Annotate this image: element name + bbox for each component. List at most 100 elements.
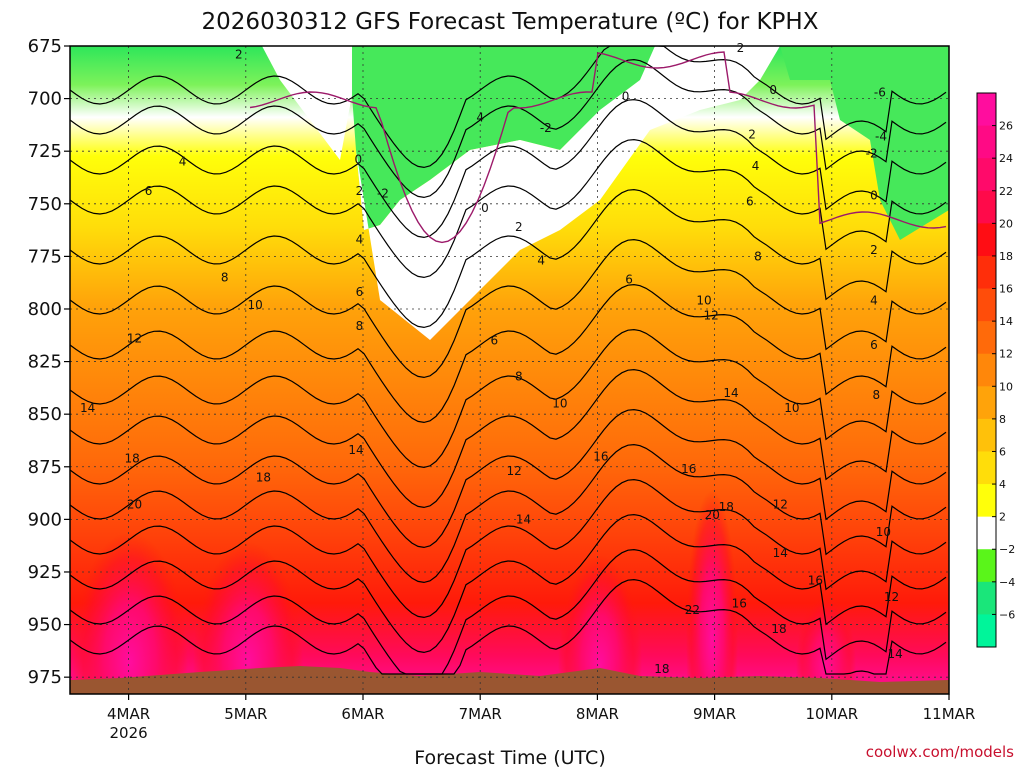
colorbar-label: 26 bbox=[999, 120, 1013, 133]
contour-label: -2 bbox=[540, 121, 552, 135]
contour-label: 12 bbox=[127, 331, 142, 345]
contour-label: 10 bbox=[248, 298, 263, 312]
contour-label: 16 bbox=[732, 597, 747, 611]
freezing-band-white bbox=[262, 46, 352, 160]
contour-label: 18 bbox=[654, 662, 669, 676]
contour-label: 2 bbox=[737, 41, 745, 55]
colorbar-label: 4 bbox=[999, 478, 1006, 491]
hotspot-day5 bbox=[558, 555, 642, 694]
contour-label: 2 bbox=[748, 127, 756, 141]
y-tick-label: 825 bbox=[28, 352, 62, 373]
contour-label: 14 bbox=[723, 386, 738, 400]
colorbar-label: −4 bbox=[999, 576, 1015, 589]
colorbar-label: 16 bbox=[999, 283, 1013, 296]
contour-line bbox=[70, 443, 947, 584]
plot-frame bbox=[69, 45, 950, 695]
colorbar-swatch bbox=[977, 125, 996, 159]
contour-label: 12 bbox=[507, 464, 522, 478]
contour-label: 18 bbox=[719, 500, 734, 514]
contour-label: 2 bbox=[515, 220, 523, 234]
x-tick-label: 4MAR bbox=[107, 705, 150, 723]
y-axis: 675 700 725 750 775 800 825 850 875 900 925 950 975 bbox=[28, 36, 70, 688]
contour-label: -4 bbox=[875, 129, 887, 143]
y-tick-label: 800 bbox=[28, 299, 62, 320]
credit-text: coolwx.com/models bbox=[866, 743, 1014, 761]
contour-label: 6 bbox=[625, 273, 633, 287]
x-tick-label: 7MAR bbox=[459, 705, 502, 723]
terrain bbox=[70, 666, 949, 694]
y-tick-label: 700 bbox=[28, 89, 62, 110]
x-tick-label: 8MAR bbox=[576, 705, 619, 723]
contour-line bbox=[70, 478, 947, 619]
contour-label: 2 bbox=[870, 243, 878, 257]
contour-line bbox=[70, 283, 947, 424]
colorbar-label: 24 bbox=[999, 152, 1013, 165]
contour-label: -2 bbox=[377, 186, 389, 200]
contour-line bbox=[70, 46, 947, 169]
x-tick-label: 11MAR bbox=[923, 705, 976, 723]
contour-label: 2 bbox=[235, 47, 243, 61]
y-tick-label: 925 bbox=[28, 562, 62, 583]
contour-line bbox=[70, 138, 947, 279]
colorbar-label: 18 bbox=[999, 250, 1013, 263]
contour-label: 0 bbox=[622, 89, 630, 103]
y-tick-label: 950 bbox=[28, 615, 62, 636]
contour-line bbox=[70, 548, 947, 675]
contour-label: 8 bbox=[515, 369, 523, 383]
x-tick-label: 9MAR bbox=[693, 705, 736, 723]
contour-label: 4 bbox=[179, 155, 187, 169]
colorbar-swatch bbox=[977, 451, 996, 485]
contour-label: 20 bbox=[705, 508, 720, 522]
colorbar-label: 10 bbox=[999, 380, 1013, 393]
contour-label: 4 bbox=[752, 159, 760, 173]
contour-label: 14 bbox=[80, 401, 95, 415]
contour-label: 10 bbox=[552, 397, 567, 411]
contour-label: 20 bbox=[127, 498, 142, 512]
contour-label: 0 bbox=[769, 83, 777, 97]
contour-label: 18 bbox=[256, 470, 271, 484]
y-tick-label: 850 bbox=[28, 404, 62, 425]
contour-label: 4 bbox=[476, 111, 484, 125]
x-tick-label: 5MAR bbox=[224, 705, 267, 723]
x-axis-label: Forecast Time (UTC) bbox=[414, 747, 605, 768]
colorbar-label: 22 bbox=[999, 185, 1013, 198]
colorbar-swatch bbox=[977, 581, 996, 615]
contour-label: 4 bbox=[356, 233, 364, 247]
hotspot-day7 bbox=[796, 595, 856, 694]
contour-line bbox=[70, 58, 947, 199]
contour-line bbox=[70, 328, 947, 469]
colorbar-swatch bbox=[977, 158, 996, 192]
contour-label: 0 bbox=[870, 188, 878, 202]
contour-label: 22 bbox=[685, 603, 700, 617]
colorbar: 26 24 22 20 18 16 14 12 10 8 6 4 2 −2 −4 −6 bbox=[976, 92, 1015, 648]
contour-label: 8 bbox=[873, 388, 881, 402]
contour-label: 4 bbox=[537, 254, 545, 268]
colorbar-swatch bbox=[977, 484, 996, 518]
contour-label: 6 bbox=[145, 184, 153, 198]
colorbar-label: 14 bbox=[999, 315, 1013, 328]
plot-area bbox=[70, 46, 949, 694]
y-tick-label: 750 bbox=[28, 194, 62, 215]
contour-label: 16 bbox=[593, 449, 608, 463]
x-tick-label: 10MAR bbox=[805, 705, 858, 723]
contour-label: 6 bbox=[746, 195, 754, 209]
colorbar-frame bbox=[976, 92, 997, 648]
contour-label: 2 bbox=[356, 184, 364, 198]
colorbar-swatch bbox=[977, 223, 996, 257]
colorbar-label: 6 bbox=[999, 445, 1006, 458]
colorbar-label: −2 bbox=[999, 543, 1015, 556]
contour-line bbox=[70, 578, 947, 675]
contour-label: 6 bbox=[870, 338, 878, 352]
contour-label: 8 bbox=[221, 270, 229, 284]
colorbar-label: 2 bbox=[999, 511, 1006, 524]
y-tick-label: 875 bbox=[28, 457, 62, 478]
contour-line bbox=[70, 368, 947, 509]
contour-label: 18 bbox=[771, 622, 786, 636]
colorbar-swatch bbox=[977, 516, 996, 550]
chart-title: 2026030312 GFS Forecast Temperature (ºC)… bbox=[202, 9, 819, 35]
colorbar-swatch bbox=[977, 353, 996, 387]
colorbar-label: 8 bbox=[999, 413, 1006, 426]
cold-region-right bbox=[780, 46, 949, 240]
grid-lines bbox=[70, 46, 949, 694]
